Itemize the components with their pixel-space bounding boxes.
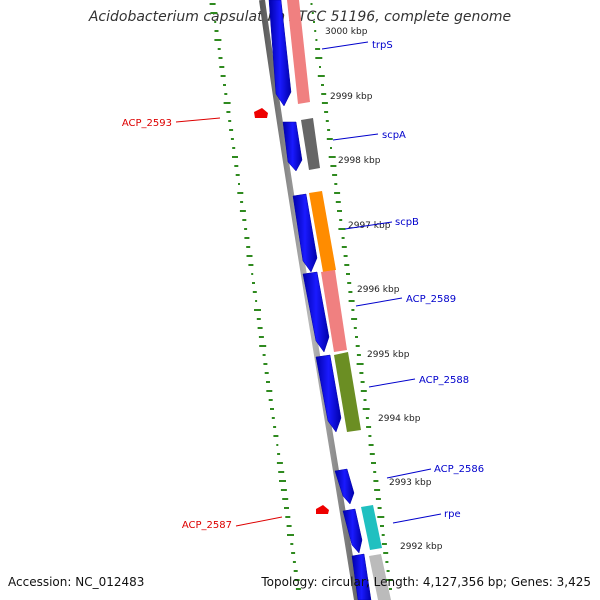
trpS-feature bbox=[287, 0, 310, 104]
next-feature bbox=[369, 554, 391, 600]
kbp-ticks: 3000 kbp 2999 kbp 2998 kbp 2997 kbp 2996… bbox=[325, 27, 443, 552]
kbp-tick-label: 2997 kbp bbox=[348, 221, 391, 231]
gene-label-ACP_2589[interactable]: ACP_2589 bbox=[406, 294, 456, 305]
ACP_2589-leader bbox=[355, 297, 403, 307]
ACP_2588-leader bbox=[368, 378, 416, 388]
gene-label-ACP_2588[interactable]: ACP_2588 bbox=[419, 375, 469, 386]
cds-arrow bbox=[268, 0, 292, 107]
kbp-tick-label: 2999 kbp bbox=[330, 92, 373, 102]
gene-label-trpS[interactable]: trpS bbox=[372, 40, 393, 51]
cds-arrow bbox=[292, 193, 318, 273]
gene-label-scpB[interactable]: scpB bbox=[395, 217, 419, 228]
kbp-tick-label: 2998 kbp bbox=[338, 156, 381, 166]
kbp-tick-label: 2996 kbp bbox=[357, 285, 400, 295]
accession-label: Accession: NC_012483 bbox=[8, 575, 145, 589]
scpB-feature bbox=[309, 191, 336, 272]
cds-arrow bbox=[315, 354, 342, 433]
cds-arrow bbox=[351, 553, 372, 600]
scpB-leader bbox=[344, 221, 393, 230]
genome-summary: Topology: circular; Length: 4,127,356 bp… bbox=[261, 575, 591, 589]
gene-label-ACP_2587[interactable]: ACP_2587 bbox=[182, 520, 232, 531]
cds-arrow bbox=[342, 508, 363, 554]
cds-arrow bbox=[302, 271, 330, 353]
ACP_2586-leader bbox=[386, 468, 432, 479]
ACP_2593-leader bbox=[175, 117, 221, 123]
ACP_2593-feature bbox=[254, 108, 268, 118]
gene-label-ACP_2586[interactable]: ACP_2586 bbox=[434, 464, 484, 475]
kbp-tick-label: 2994 kbp bbox=[378, 414, 421, 424]
gene-label-rpe[interactable]: rpe bbox=[444, 509, 461, 520]
ACP_2589-feature bbox=[321, 270, 347, 352]
kbp-tick-label: 2992 kbp bbox=[400, 542, 443, 552]
kbp-tick-label: 2995 kbp bbox=[367, 350, 410, 360]
trpS-leader bbox=[321, 41, 369, 50]
rpe-leader bbox=[392, 513, 442, 524]
gene-label-ACP_2593[interactable]: ACP_2593 bbox=[122, 118, 172, 129]
label-leaders bbox=[175, 41, 442, 527]
scpA-leader bbox=[332, 133, 379, 141]
rpe-feature bbox=[361, 505, 382, 550]
gene-labels: trpS ACP_2593 scpA scpB ACP_2589 ACP_258… bbox=[122, 40, 484, 531]
ACP_2587-feature bbox=[316, 505, 329, 514]
gene-feature-track bbox=[287, 0, 391, 600]
gc-content-track bbox=[310, 3, 393, 590]
cds-arrow bbox=[334, 468, 355, 505]
kbp-tick-label: 3000 kbp bbox=[325, 27, 368, 37]
ACP_2587-leader bbox=[235, 516, 283, 527]
gc-skew-track bbox=[209, 3, 301, 590]
gene-label-scpA[interactable]: scpA bbox=[382, 130, 406, 141]
cds-track bbox=[268, 0, 372, 600]
scpA-feature bbox=[301, 118, 320, 170]
ACP_2588-feature bbox=[334, 352, 361, 432]
kbp-tick-label: 2993 kbp bbox=[389, 478, 432, 488]
cds-arrow bbox=[282, 121, 303, 172]
